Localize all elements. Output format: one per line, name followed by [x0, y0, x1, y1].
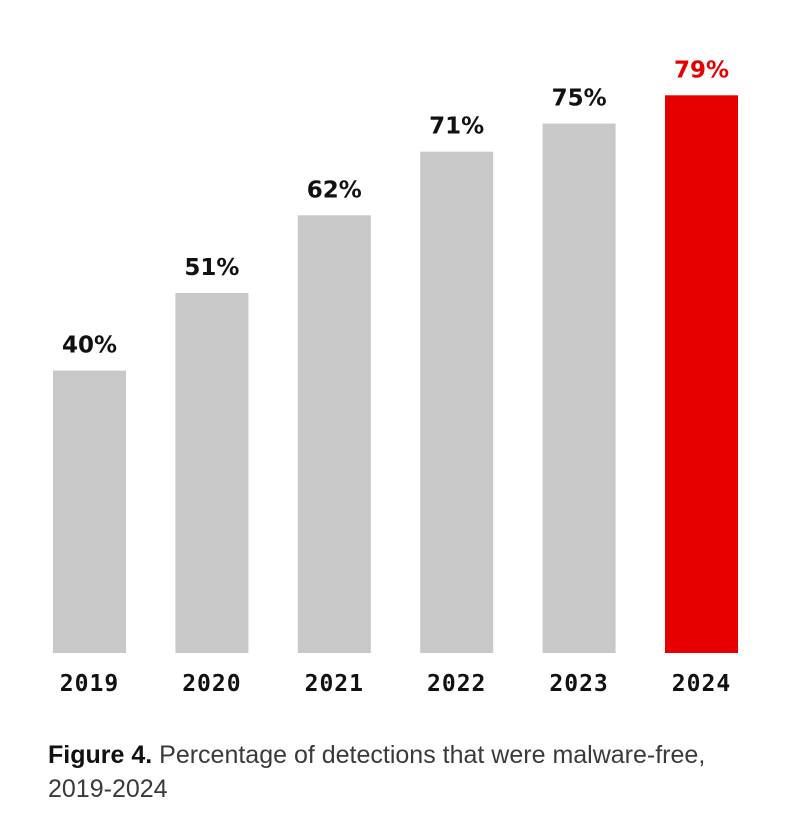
value-label-2024: 79% [674, 57, 729, 83]
bar-2021 [297, 215, 371, 654]
bar-2024 [665, 95, 738, 654]
x-tick-label-2021: 2021 [305, 671, 364, 697]
value-label-2020: 51% [184, 255, 239, 281]
x-tick-label-2024: 2024 [672, 671, 731, 697]
bar-2023 [542, 123, 616, 653]
x-tick-label-2022: 2022 [427, 671, 486, 697]
x-tick-label-2023: 2023 [549, 671, 608, 697]
x-tick-label-2019: 2019 [60, 671, 119, 697]
bar-chart: 40% 2019 51% 2020 62% 2021 71% 2022 75% 2023 79% 20… [53, 57, 738, 697]
bar-2019 [53, 370, 126, 653]
bar-2022 [420, 151, 494, 653]
value-label-2021: 62% [307, 177, 362, 203]
figure-caption-text: Percentage of detections that were malwa… [48, 741, 706, 803]
x-tick-label-2020: 2020 [182, 671, 241, 697]
value-label-2023: 75% [552, 86, 607, 112]
figure-caption: Figure 4. Percentage of detections that … [48, 738, 748, 806]
value-label-2022: 71% [429, 114, 484, 140]
bar-2020 [175, 292, 249, 653]
value-label-2019: 40% [62, 333, 117, 359]
figure-number: Figure 4. [48, 741, 153, 769]
